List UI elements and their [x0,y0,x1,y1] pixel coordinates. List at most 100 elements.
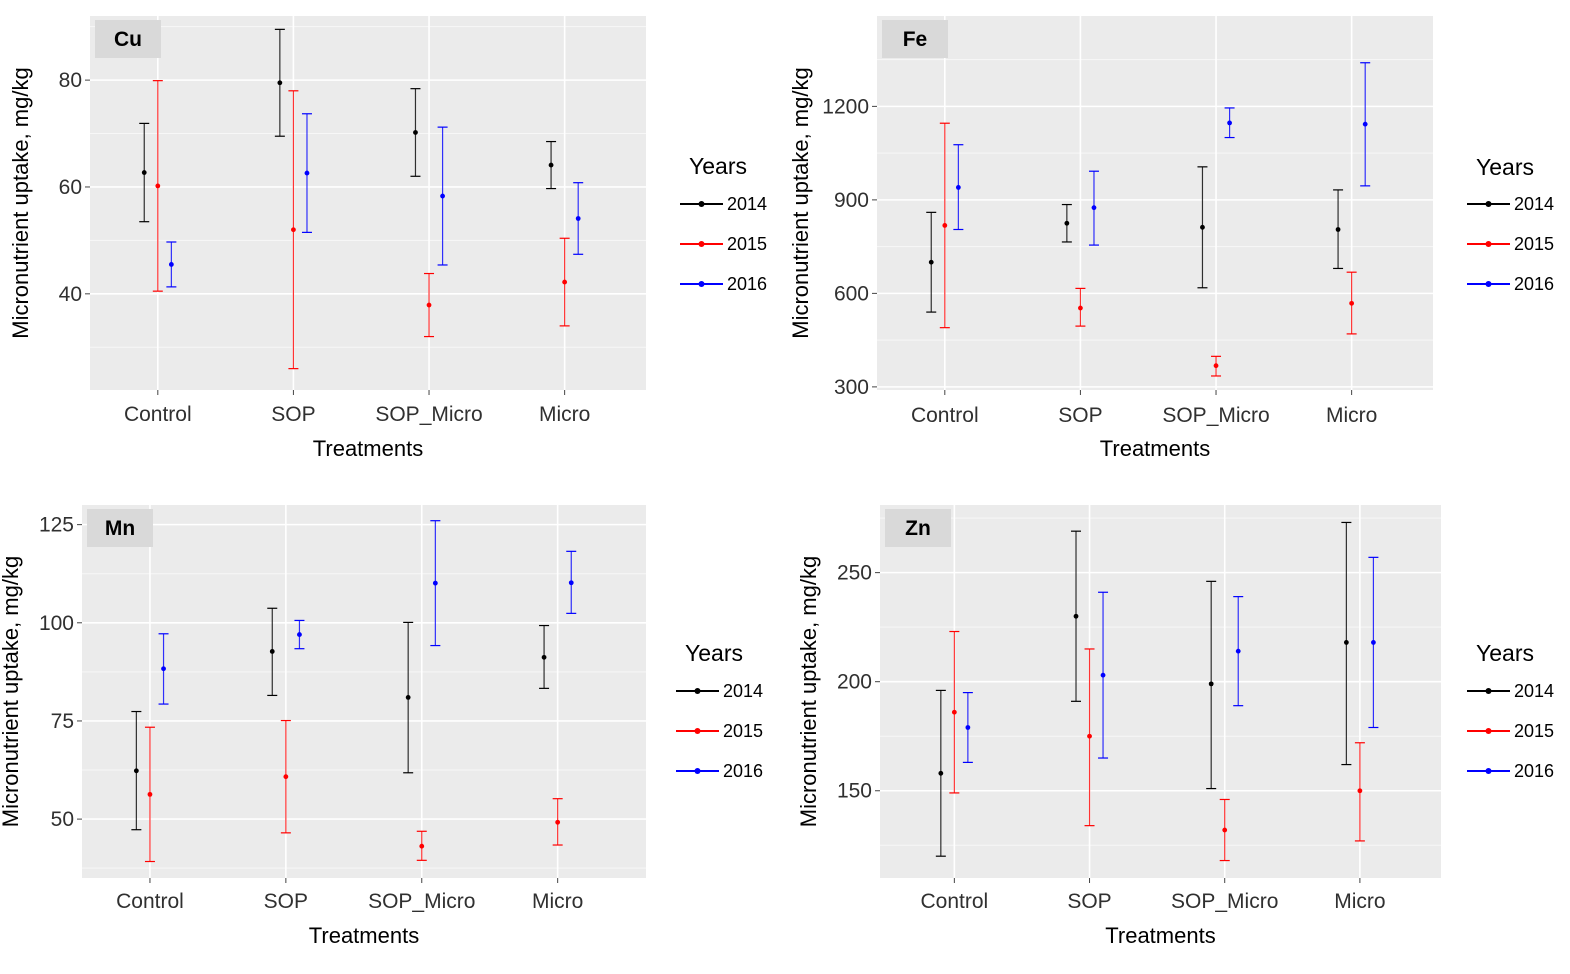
point-2015-SOP [1078,305,1083,311]
point-2014-SOP [277,80,283,86]
series-2016 [158,520,577,705]
x-tick-label: SOP_Micro [368,890,475,913]
y-axis-title: Micronutrient uptake, mg/kg [788,67,813,338]
legend-key-point [694,768,701,774]
point-2016-SOP_Micro [1235,648,1241,654]
legend-key-point [1485,201,1492,207]
plot-background [82,505,646,878]
x-tick-label: Control [116,890,184,913]
point-2016-SOP [1091,205,1097,211]
legend-label-2014: 2014 [1514,194,1554,214]
point-2015-Control [951,709,957,715]
y-tick-label: 80 [59,69,82,92]
x-tick-label: Control [124,403,192,426]
legend-label-2014: 2014 [1514,681,1554,701]
point-2014-Micro [1335,227,1341,232]
y-tick-label: 900 [834,189,869,212]
legend-key-point [698,201,705,207]
point-2014-Micro [548,162,554,168]
x-tick-label: Micro [1334,890,1385,913]
point-2015-SOP [1087,733,1092,739]
plot-background [90,16,646,390]
plot-background [880,505,1441,878]
y-axis-title: Micronutrient uptake, mg/kg [0,556,23,827]
y-axis-title: Micronutrient uptake, mg/kg [8,67,33,338]
legend: Years 2014 2015 2016 [680,153,767,294]
point-2016-Micro [1362,121,1368,127]
legend-label-2016: 2016 [723,761,763,781]
point-2014-Micro [541,654,547,660]
x-tick-label: SOP [1067,890,1111,913]
legend-key-point [1485,728,1492,734]
series-2016 [953,62,1371,246]
x-tick-label: SOP_Micro [375,403,482,426]
point-2014-Micro [1343,640,1349,645]
legend-key-point [698,281,705,287]
x-axis-title: Treatments [309,923,419,948]
series-2016 [166,113,584,288]
series-2015 [949,630,1365,862]
point-2016-SOP_Micro [432,580,438,586]
point-2014-Control [141,170,147,175]
y-tick-label: 100 [39,612,74,635]
panel-zn: 150 200 250 Control SOP SOP_Micro Micro Zn Treat… [796,505,1554,948]
point-2015-Micro [1357,788,1363,794]
legend: Years 2014 2015 2016 [1467,154,1554,294]
x-tick-label: SOP [264,890,308,913]
point-2014-SOP [1064,220,1070,226]
y-tick-label: 125 [39,514,74,537]
x-tick-label: Micro [539,403,590,426]
point-2016-Micro [568,580,574,586]
panel-label: Cu [114,28,142,51]
series-2014 [131,607,550,831]
point-2015-Control [155,183,161,189]
legend-label-2015: 2015 [723,721,763,741]
x-axis-title: Treatments [313,436,423,461]
point-2016-Control [168,262,174,267]
legend-key-point [694,688,701,694]
point-2014-SOP [269,649,275,654]
y-tick-label: 200 [837,671,872,694]
panel-mn: 50 75 100 125 Control SOP SOP_Micro Micro Mn Trea… [0,505,763,948]
legend-title: Years [1476,640,1534,666]
legend-title: Years [689,153,747,179]
plot-background [877,16,1433,390]
point-2016-SOP [297,632,302,637]
x-tick-label: SOP_Micro [1171,890,1278,913]
strip-background [95,20,161,58]
point-2014-SOP_Micro [405,694,411,700]
x-axis-title: Treatments [1105,923,1215,948]
panel-label: Zn [905,517,931,540]
panel-fe: 300 600 900 1200 Control SOP SOP_Micro Micro Fe T… [788,16,1554,461]
legend-label-2016: 2016 [1514,274,1554,294]
legend-key-point [694,728,701,734]
legend-title: Years [685,640,743,666]
point-2014-SOP_Micro [413,130,418,135]
point-2016-Micro [575,216,581,221]
legend-label-2014: 2014 [723,681,763,701]
point-2015-SOP [291,227,296,233]
legend-title: Years [1476,154,1534,180]
series-2016 [962,556,1379,763]
panel-cu: 40 60 80 Control SOP SOP_Micro Micro Cu Treatmen… [8,16,767,461]
point-2015-Control [147,791,153,797]
y-tick-label: 50 [51,808,74,831]
legend: Years 2014 2015 2016 [1467,640,1554,781]
strip-background [885,509,951,547]
strip-background [882,20,948,58]
series-2015 [152,80,570,370]
series-2014 [926,166,1344,313]
legend-label-2016: 2016 [727,274,767,294]
legend-label-2015: 2015 [727,234,767,254]
x-tick-label: SOP_Micro [1162,404,1269,427]
point-2015-SOP_Micro [1222,827,1228,833]
series-2014 [139,28,557,223]
point-2014-Control [938,770,944,776]
point-2016-SOP [304,170,310,176]
y-tick-label: 150 [837,780,872,803]
legend-key-point [1485,241,1492,247]
point-2014-SOP [1073,613,1079,619]
point-2015-SOP [283,774,289,780]
point-2016-Control [955,185,961,190]
